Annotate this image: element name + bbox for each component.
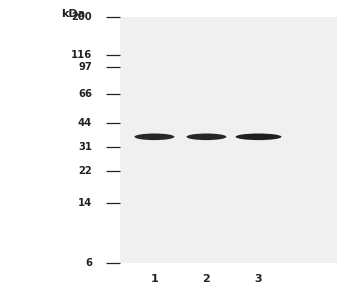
Text: 116: 116 [71,50,92,60]
Text: 2: 2 [203,274,210,284]
Text: 22: 22 [78,166,92,176]
Text: kDa: kDa [61,9,85,19]
Text: 200: 200 [71,11,92,22]
Ellipse shape [236,134,281,140]
Text: 97: 97 [78,62,92,72]
Ellipse shape [187,134,226,140]
Text: 1: 1 [151,274,158,284]
Text: 3: 3 [255,274,262,284]
Text: 31: 31 [78,142,92,152]
Ellipse shape [134,134,174,140]
Text: 66: 66 [78,89,92,99]
Text: 44: 44 [78,118,92,128]
Text: 6: 6 [85,257,92,268]
Text: 14: 14 [78,198,92,208]
Bar [120,16,337,262]
